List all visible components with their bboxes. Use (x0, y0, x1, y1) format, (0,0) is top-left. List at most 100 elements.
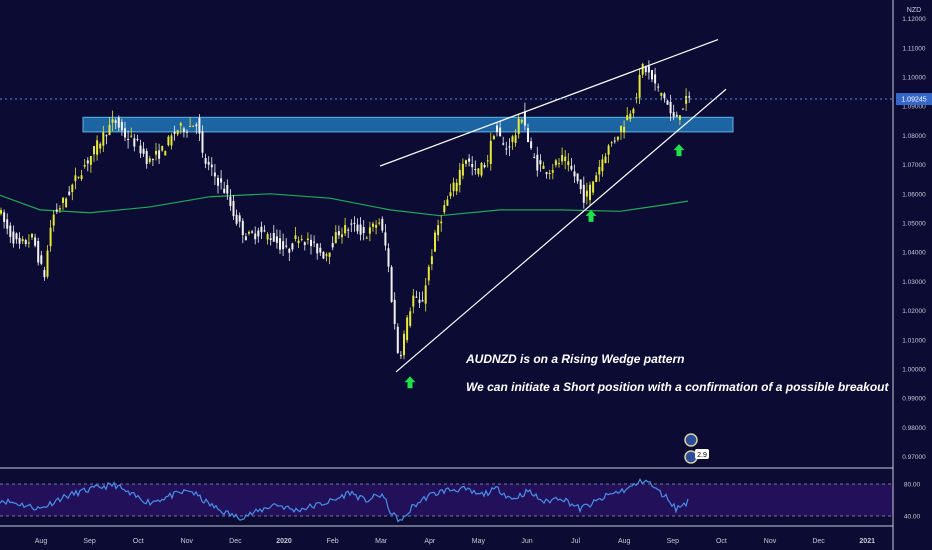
candle-body (241, 220, 244, 236)
candle-body (316, 243, 319, 254)
candle-body (62, 197, 64, 203)
candle-body (186, 131, 188, 133)
candle-body (223, 188, 226, 193)
candle-body (430, 256, 433, 265)
price-tick-4: 1.08000 (902, 133, 926, 140)
time-tick-2: Oct (133, 538, 144, 545)
time-tick-0: Aug (35, 538, 48, 545)
candle-body (288, 248, 291, 253)
time-tick-17: 2021 (859, 538, 875, 545)
candle-body (406, 317, 409, 341)
candle-body (102, 132, 105, 146)
oscillator-level-1: 40.00 (904, 514, 921, 521)
event-count-label: 2.9 (697, 452, 707, 459)
candle-body (192, 125, 195, 127)
candle-body (0, 210, 2, 214)
price-tick-7: 1.05000 (902, 221, 926, 228)
candle-body (638, 74, 641, 98)
time-tick-16: Dec (812, 538, 825, 545)
event-flag-icon[interactable] (684, 433, 698, 447)
candle-body (74, 175, 77, 182)
price-tick-13: 0.99000 (902, 396, 926, 403)
candle-body (195, 124, 198, 127)
candle-body (328, 252, 331, 257)
candle-body (43, 269, 46, 278)
candle-body (27, 242, 30, 244)
last-price-badge (896, 93, 932, 106)
candle-body (232, 200, 235, 217)
candle-body (458, 169, 461, 186)
candle-body (635, 97, 638, 99)
candle-body (533, 156, 536, 158)
price-axis[interactable]: 1.12000 1.11000 1.10000 1.09000 1.08000 1.070… (902, 16, 926, 461)
candle-body (99, 143, 102, 149)
candle-body (688, 96, 691, 98)
price-tick-2: 1.10000 (902, 75, 926, 82)
time-tick-4: Dec (229, 538, 242, 545)
candle-body (530, 141, 533, 149)
candle-body (412, 295, 415, 307)
moving-average-line (0, 193, 689, 217)
oscillator-band (0, 484, 893, 516)
candle-body (399, 355, 402, 357)
candle-body (127, 138, 130, 140)
candle-body (514, 135, 517, 143)
candle-body (570, 165, 573, 170)
candle-body (266, 234, 269, 240)
candle-body (415, 296, 418, 298)
candle-body (344, 224, 347, 234)
candle-body (347, 229, 350, 231)
candle-body (626, 115, 629, 121)
candle-body (229, 196, 232, 206)
candle-body (641, 63, 644, 75)
candle-body (465, 160, 467, 164)
candle-body (263, 230, 266, 232)
event-badge[interactable]: 2.9 (684, 433, 709, 464)
candle-body (58, 208, 61, 210)
candle-body (434, 232, 436, 252)
candle-body (381, 218, 384, 231)
candle-body (492, 136, 495, 140)
candle-body (511, 136, 514, 143)
resistance-zone (82, 116, 734, 133)
candle-body (80, 175, 83, 180)
candle-body (477, 168, 480, 175)
candle-body (461, 163, 464, 176)
candle-body (672, 112, 675, 117)
candle-body (561, 155, 564, 162)
candle-body (105, 135, 108, 137)
candle-body (682, 108, 684, 110)
moving-average (0, 193, 689, 217)
candle-body (548, 173, 551, 175)
candle-body (155, 150, 157, 155)
candle-body (130, 135, 133, 137)
candle-body (198, 117, 201, 134)
price-tick-9: 1.03000 (902, 279, 926, 286)
price-tick-12: 1.00000 (902, 367, 926, 374)
candle-body (632, 108, 635, 114)
candle-body (297, 240, 300, 244)
candle-body (647, 66, 650, 73)
candle-body (505, 148, 508, 150)
candle-body (551, 170, 554, 173)
time-tick-9: May (472, 538, 486, 545)
candle-body (189, 125, 192, 127)
candle-body (235, 214, 238, 224)
candle-body (601, 159, 604, 172)
candle-body (666, 100, 669, 105)
wedge-lower-line (395, 88, 727, 373)
price-tick-14: 0.98000 (902, 425, 926, 432)
candle-body (120, 121, 123, 131)
candle-body (623, 126, 626, 133)
price-tick-15: 0.97000 (902, 454, 926, 461)
signal-arrows (404, 144, 685, 389)
candle-body (375, 224, 378, 228)
annotation-strategy: We can initiate a Short position with a … (466, 380, 890, 394)
candle-body (545, 172, 548, 175)
candle-body (651, 69, 653, 80)
candle-body (604, 156, 607, 164)
candle-body (244, 236, 247, 241)
candle-body (133, 138, 136, 147)
